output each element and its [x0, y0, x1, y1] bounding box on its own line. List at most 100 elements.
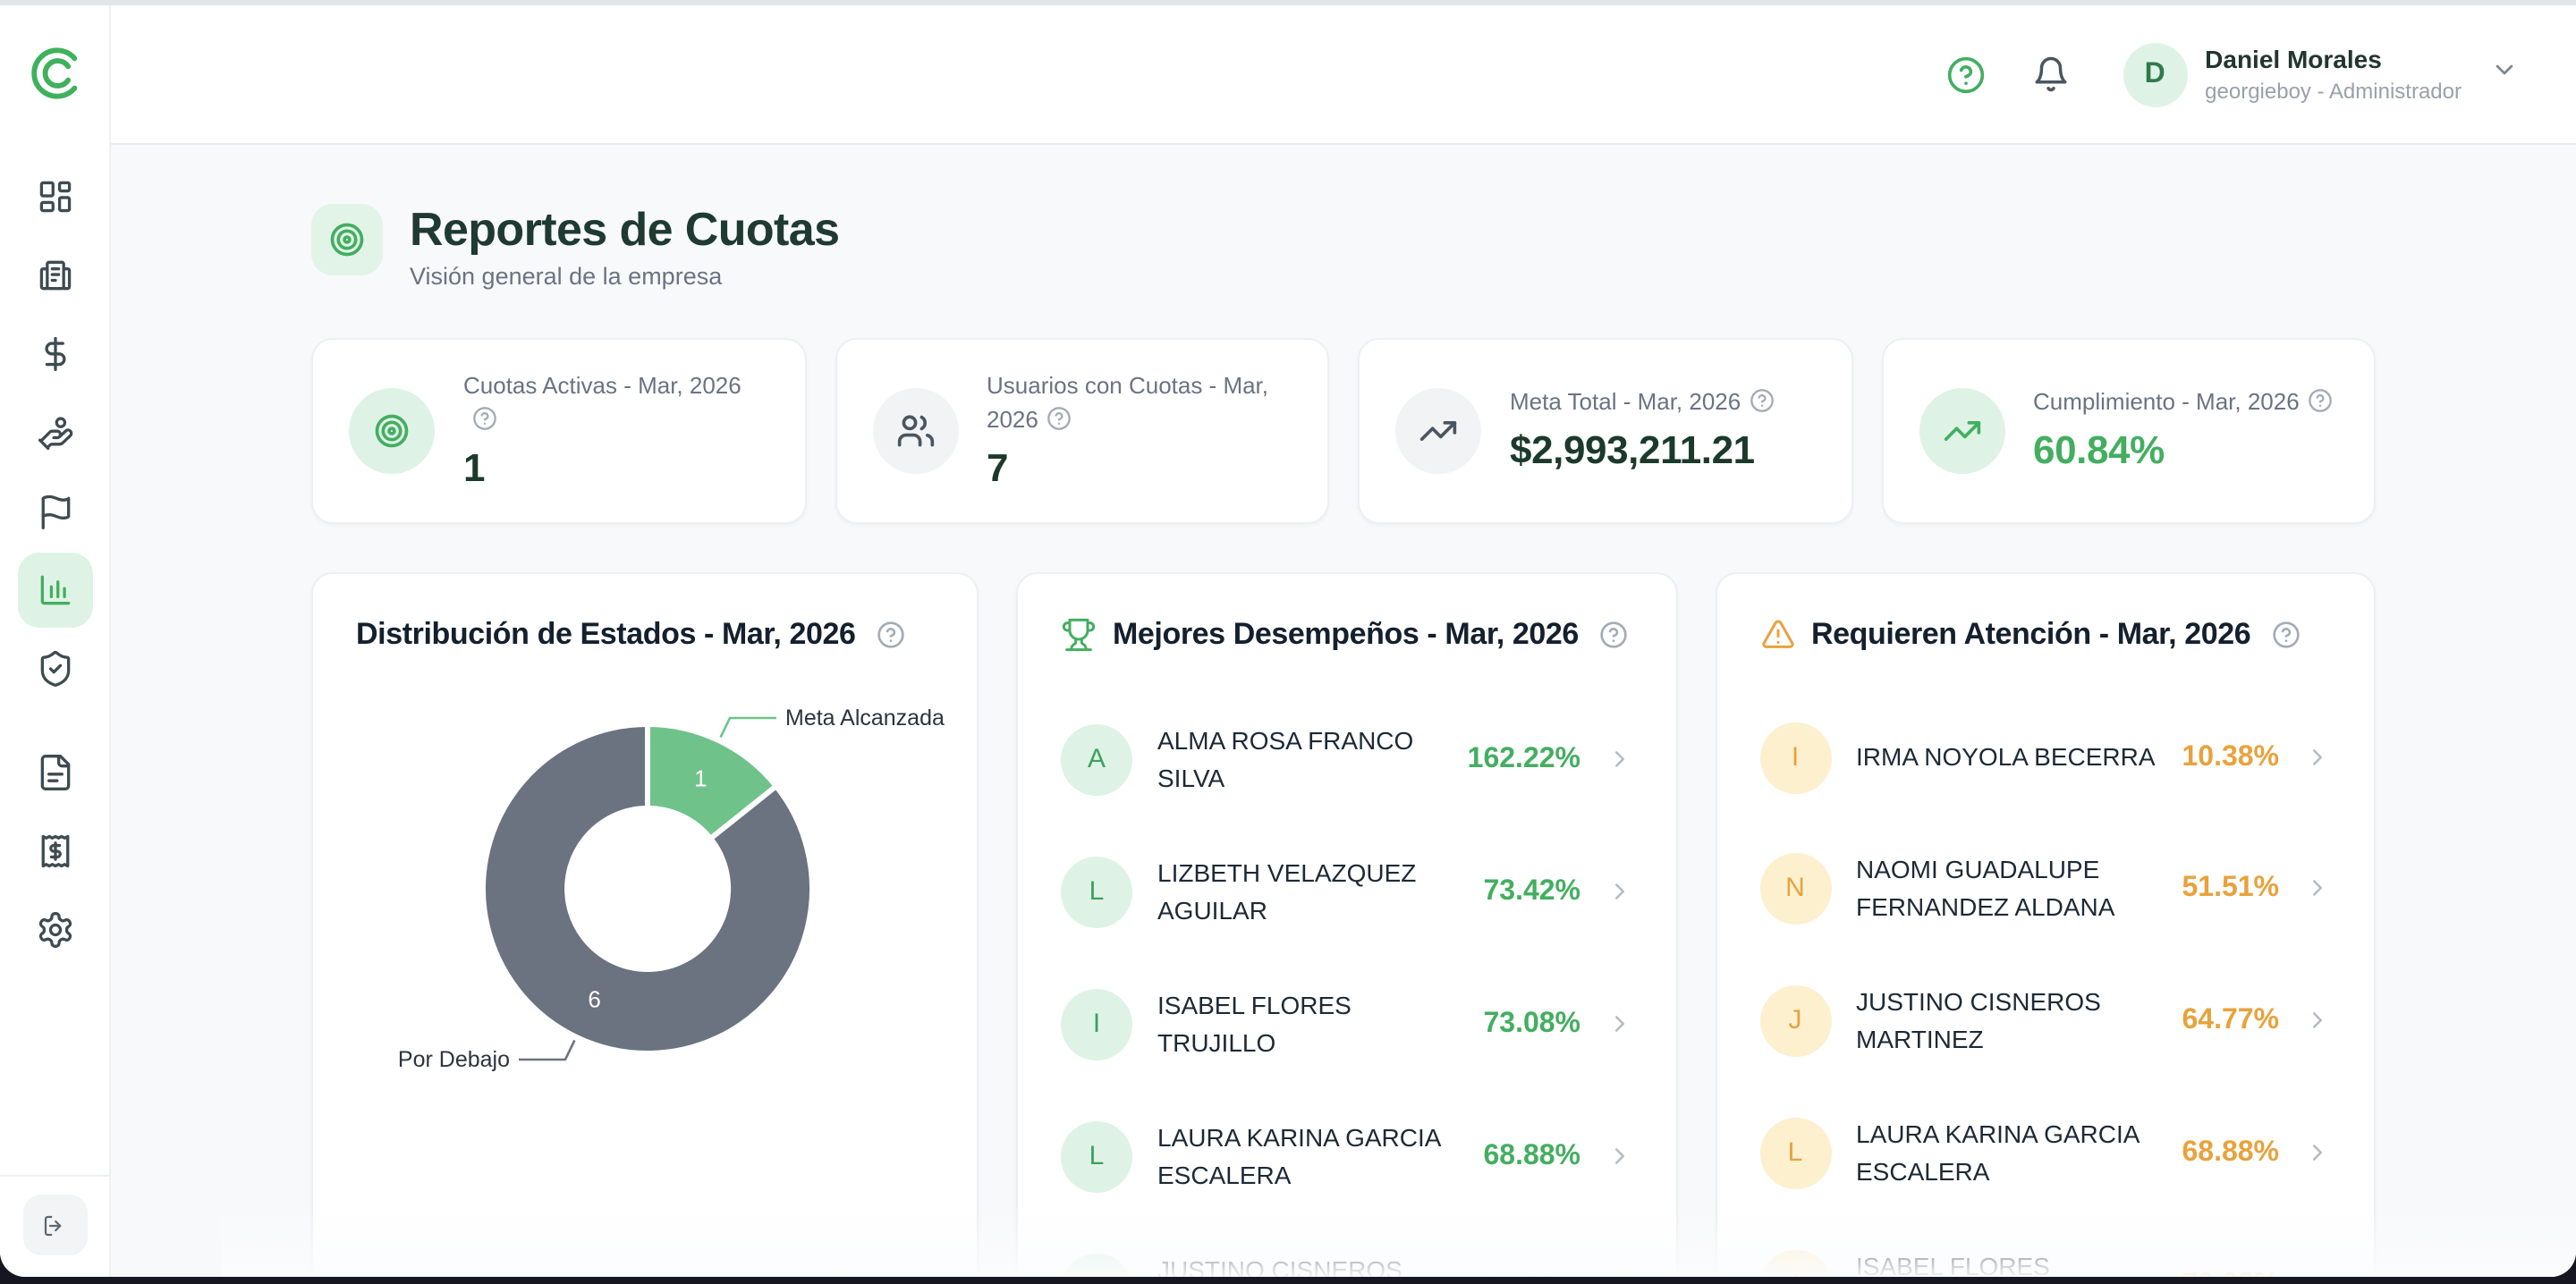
- sidebar-item-chart[interactable]: [17, 553, 92, 628]
- target-icon: [349, 387, 435, 474]
- chevron-right-icon: [1606, 1143, 1632, 1170]
- percent-value: 51.51%: [2182, 872, 2279, 903]
- percent-value: 73.08%: [1483, 1008, 1580, 1039]
- help-circle-icon[interactable]: [472, 405, 497, 439]
- help-circle-icon[interactable]: [1750, 388, 1775, 422]
- user-role: georgieboy - Administrador: [2205, 78, 2462, 104]
- list-item[interactable]: L LIZBETH VELAZQUEZ AGUILAR 73.42%: [1061, 838, 1632, 945]
- avatar: N: [1759, 852, 1831, 925]
- window-top-edge: [0, 0, 2576, 5]
- avatar: I: [1759, 1249, 1831, 1277]
- user-name: ISABEL FLORES TRUJILLO: [1856, 1251, 2050, 1277]
- stat-value: 7: [987, 444, 1009, 490]
- avatar: D: [2123, 42, 2188, 106]
- list-item[interactable]: N NAOMI GUADALUPE FERNANDEZ ALDANA 51.51%: [1759, 834, 2331, 942]
- avatar: J: [1759, 984, 1831, 1057]
- list-item[interactable]: I ISABEL FLORES TRUJILLO 73.08%: [1061, 970, 1632, 1077]
- help-circle-icon[interactable]: [2272, 620, 2301, 648]
- stat-card: Cumplimiento - Mar, 2026 60.84%: [1881, 337, 2376, 524]
- list-item[interactable]: A ALMA ROSA FRANCO SILVA 162.22%: [1061, 705, 1632, 813]
- notifications-button[interactable]: [2031, 55, 2069, 93]
- collapse-sidebar-button[interactable]: [22, 1195, 87, 1255]
- avatar: I: [1759, 722, 1831, 794]
- flag-icon: [40, 494, 70, 529]
- user-name: Daniel Morales: [2205, 45, 2382, 74]
- list-item[interactable]: J JUSTINO CISNEROS MARTINEZ 64.77%: [1759, 967, 2331, 1074]
- sidebar-nav: [17, 159, 92, 967]
- avatar: I: [1061, 988, 1132, 1060]
- sidebar-item-receipt[interactable]: [17, 814, 92, 889]
- user-name: IRMA NOYOLA BECERRA: [1856, 742, 2156, 772]
- percent-value: 64.77%: [1483, 1272, 1580, 1277]
- list-item[interactable]: I ISABEL FLORES TRUJILLO 73.08%: [1759, 1231, 2331, 1277]
- trophy-icon: [1061, 616, 1097, 652]
- receipt-icon: [40, 834, 69, 868]
- user-name: ISABEL FLORES TRUJILLO: [1157, 990, 1352, 1057]
- sidebar: [0, 5, 111, 1277]
- chevron-right-icon: [2304, 1271, 2331, 1277]
- sidebar-item-gear[interactable]: [17, 892, 92, 967]
- sidebar-item-handcoins[interactable]: [17, 395, 92, 470]
- content-area: Reportes de Cuotas Visión general de la …: [111, 145, 2576, 1277]
- avatar: A: [1061, 723, 1132, 796]
- page-title: Reportes de Cuotas: [410, 202, 840, 256]
- percent-value: 162.22%: [1467, 743, 1580, 774]
- sidebar-item-building[interactable]: [17, 238, 92, 313]
- chevron-right-icon: [1606, 1010, 1632, 1037]
- avatar: L: [1061, 856, 1132, 928]
- handcoins-icon: [37, 417, 72, 451]
- percent-value: 64.77%: [2182, 1004, 2279, 1035]
- dollar-icon: [44, 336, 65, 372]
- app-logo[interactable]: [19, 38, 90, 109]
- warning-triangle-icon: [1759, 616, 1795, 652]
- list-item[interactable]: I IRMA NOYOLA BECERRA 10.38%: [1759, 705, 2331, 809]
- user-name: LAURA KARINA GARCIA ESCALERA: [1856, 1119, 2139, 1186]
- user-name: JUSTINO CISNEROS MARTINEZ: [1157, 1254, 1402, 1277]
- chevron-down-icon: [2490, 55, 2519, 93]
- sidebar-item-shield[interactable]: [17, 631, 92, 706]
- needs-attention-panel: Requieren Atención - Mar, 2026 I IRMA NOY…: [1715, 571, 2376, 1277]
- stat-label: Cuotas Activas - Mar, 2026: [463, 371, 741, 399]
- chevron-right-icon: [2304, 1007, 2331, 1034]
- panel-title: Requieren Atención - Mar, 2026: [1811, 616, 2251, 651]
- sidebar-item-dashboard[interactable]: [17, 159, 92, 234]
- slice-callout-label: Meta Alcanzada: [785, 705, 945, 730]
- list-item[interactable]: L LAURA KARINA GARCIA ESCALERA 68.88%: [1759, 1099, 2331, 1206]
- stat-card: Usuarios con Cuotas - Mar, 2026 7: [835, 337, 1329, 524]
- performers-list: A ALMA ROSA FRANCO SILVA 162.22% L LIZBETH V…: [1061, 705, 1632, 1277]
- shield-icon: [39, 650, 70, 687]
- stat-value: 1: [463, 444, 486, 490]
- sidebar-item-dollar[interactable]: [17, 317, 92, 392]
- stat-value: $2,993,211.21: [1510, 427, 1755, 473]
- help-circle-icon[interactable]: [877, 620, 906, 648]
- chevron-right-icon: [2304, 744, 2331, 771]
- user-menu[interactable]: D Daniel Morales georgieboy - Administra…: [2123, 42, 2519, 106]
- help-circle-icon: [1946, 55, 1984, 93]
- help-circle-icon[interactable]: [1600, 620, 1629, 648]
- target-badge-icon: [311, 204, 383, 275]
- percent-value: 10.38%: [2182, 741, 2279, 773]
- sidebar-item-flag[interactable]: [17, 474, 92, 549]
- panel-title: Mejores Desempeños - Mar, 2026: [1113, 616, 1579, 651]
- stats-row: Cuotas Activas - Mar, 2026 1 Usuarios con …: [311, 337, 2376, 524]
- panels-row: Distribución de Estados - Mar, 2026 1 Met…: [311, 571, 2376, 1277]
- file-icon: [39, 755, 70, 790]
- list-item[interactable]: L LAURA KARINA GARCIA ESCALERA 68.88%: [1061, 1102, 1632, 1210]
- help-circle-icon[interactable]: [1047, 405, 1072, 439]
- help-circle-icon[interactable]: [2309, 388, 2334, 422]
- logo-c-icon: [30, 47, 77, 99]
- help-button[interactable]: [1945, 55, 1985, 94]
- percent-value: 68.88%: [2182, 1136, 2279, 1168]
- list-item[interactable]: J JUSTINO CISNEROS MARTINEZ 64.77%: [1061, 1235, 1632, 1277]
- panel-title: Distribución de Estados - Mar, 2026: [356, 616, 856, 651]
- donut-slice-1[interactable]: [480, 721, 816, 1056]
- best-performers-panel: Mejores Desempeños - Mar, 2026 A ALMA ROS…: [1016, 571, 1677, 1277]
- stat-card: Cuotas Activas - Mar, 2026 1: [311, 337, 806, 524]
- chevron-right-icon: [2304, 1139, 2331, 1166]
- stat-label: Usuarios con Cuotas - Mar, 2026: [987, 371, 1269, 433]
- sidebar-item-file[interactable]: [17, 735, 92, 810]
- gear-icon: [38, 912, 72, 948]
- chevron-right-icon: [1606, 746, 1632, 773]
